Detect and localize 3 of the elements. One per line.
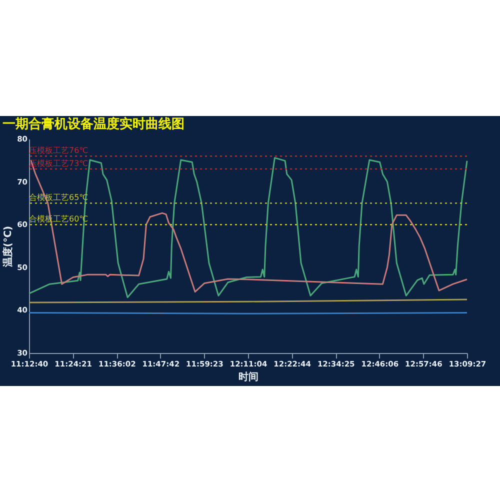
x-axis-title: 时间 <box>238 371 258 383</box>
chart-title: 一期合膏机设备温度实时曲线图 <box>2 116 185 132</box>
y-axis-title: 温度(℃) <box>2 226 14 268</box>
